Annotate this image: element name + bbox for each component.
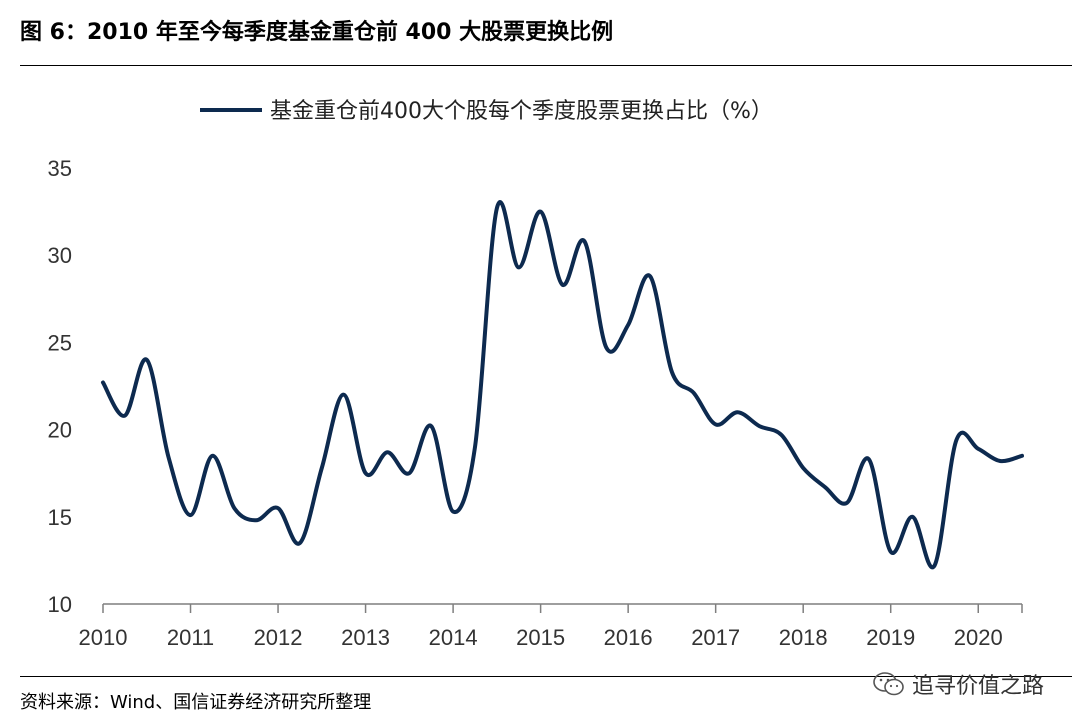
source-note: 资料来源：Wind、国信证券经济研究所整理 <box>20 692 372 713</box>
y-tick-label: 30 <box>48 243 72 268</box>
top-rule <box>20 65 1072 66</box>
x-tick-label: 2020 <box>954 625 1003 650</box>
y-tick-label: 10 <box>48 592 72 617</box>
y-tick-label: 20 <box>48 418 72 443</box>
x-tick-label: 2015 <box>516 625 565 650</box>
series-layer <box>101 200 1024 570</box>
y-tick-label: 25 <box>48 330 72 355</box>
legend-label: 基金重仓前400大个股每个季度股票更换占比（%） <box>270 99 773 124</box>
x-tick-label: 2010 <box>79 625 128 650</box>
x-axis: 2010 2011 2012 2013 2014 2015 2016 2017 2018 2019… <box>79 603 1023 650</box>
bottom-rule <box>20 676 1072 677</box>
x-tick-label: 2012 <box>254 625 303 650</box>
x-tick-label: 2019 <box>866 625 915 650</box>
y-axis-ticks: 10 15 20 25 30 35 <box>48 156 72 617</box>
x-tick-label: 2011 <box>167 625 214 650</box>
wechat-icon <box>873 672 904 696</box>
figure-title: 图 6：2010 年至今每季度基金重仓前 400 大股票更换比例 <box>20 20 614 45</box>
x-tick-label: 2016 <box>604 625 653 650</box>
x-tick-label: 2014 <box>429 625 478 650</box>
legend: 基金重仓前400大个股每个季度股票更换占比（%） <box>200 99 773 124</box>
y-tick-label: 35 <box>48 156 72 181</box>
x-tick-label: 2013 <box>341 625 390 650</box>
x-tick-label: 2017 <box>691 625 740 650</box>
x-tick-label: 2018 <box>779 625 828 650</box>
watermark: 追寻价值之路 <box>872 668 1044 700</box>
y-tick-label: 15 <box>48 505 72 530</box>
series-line <box>101 200 1024 570</box>
watermark-text: 追寻价值之路 <box>911 674 1044 699</box>
